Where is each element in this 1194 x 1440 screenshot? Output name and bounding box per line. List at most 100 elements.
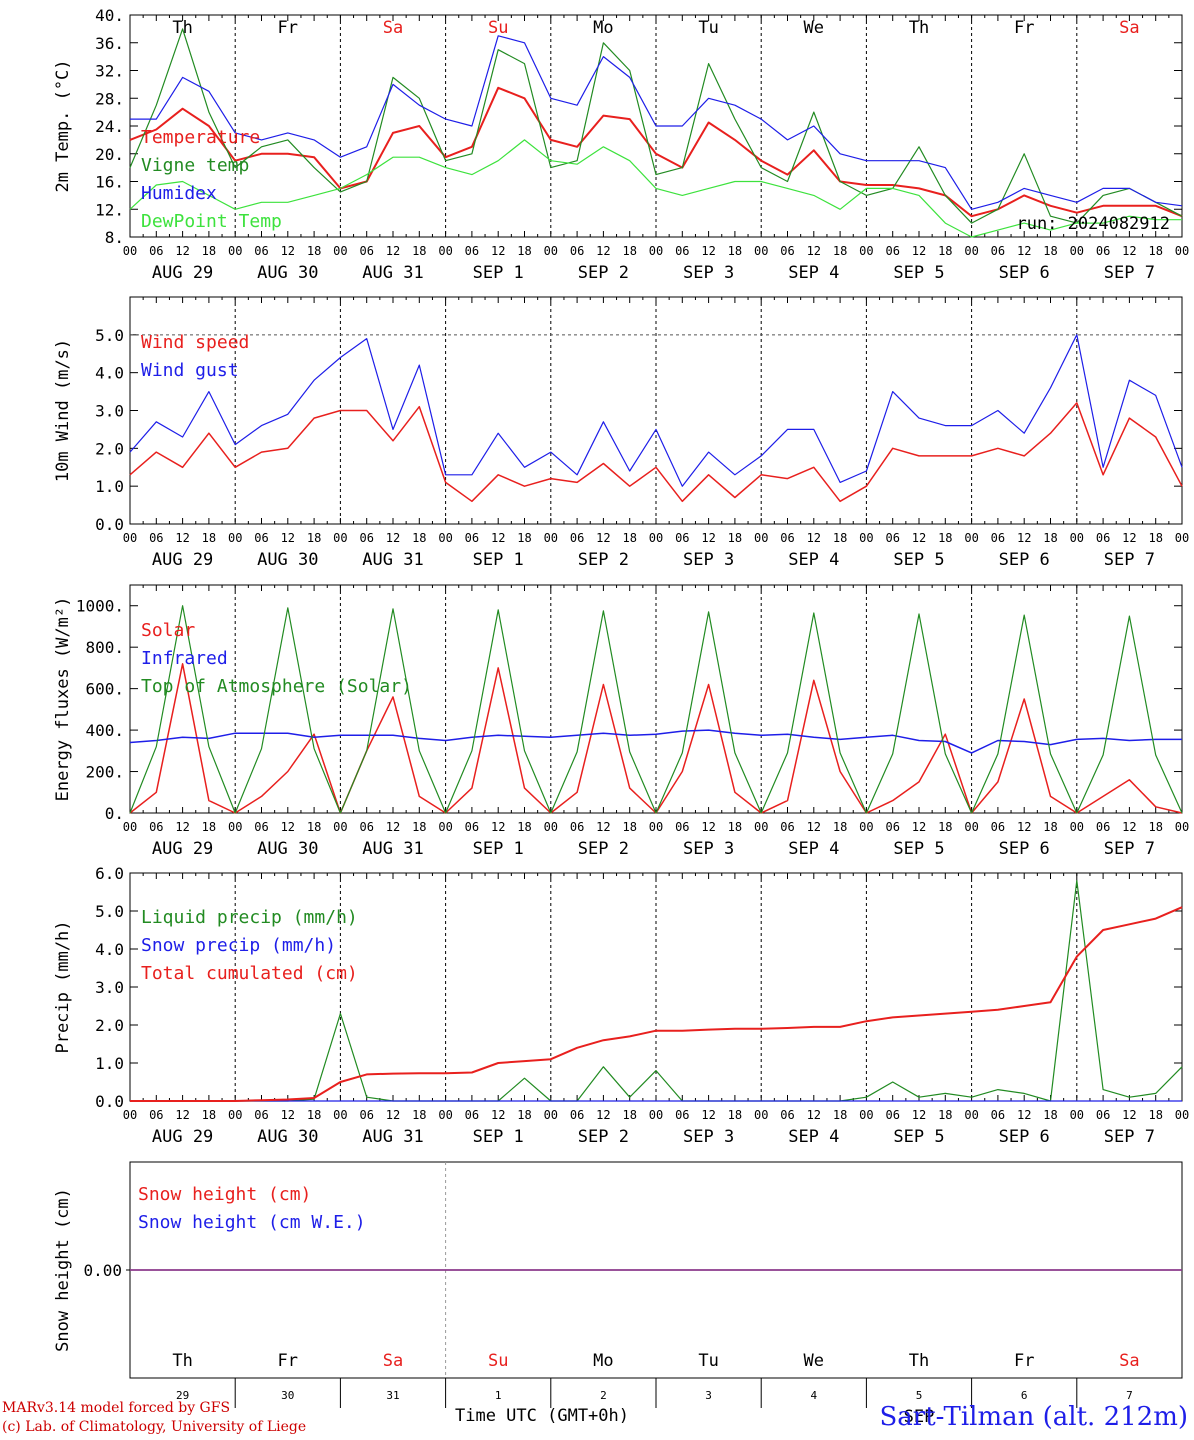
hour-label: 06 [465, 820, 479, 834]
hour-label: 12 [281, 531, 295, 545]
hour-label: 12 [596, 244, 610, 258]
y-tick-label: 0. [105, 804, 124, 823]
hour-label: 18 [1148, 1108, 1162, 1122]
hour-label: 00 [1175, 820, 1189, 834]
hour-label: 12 [701, 1108, 715, 1122]
date-label: SEP 2 [578, 839, 629, 859]
date-label: SEP 7 [1104, 839, 1155, 859]
date-label: AUG 29 [152, 1127, 213, 1147]
date-label: SEP 2 [578, 1127, 629, 1147]
y-tick-label: 36. [95, 34, 124, 53]
day-number: 30 [281, 1389, 294, 1402]
hour-label: 00 [544, 820, 558, 834]
credit-lab: (c) Lab. of Climatology, University of L… [2, 1419, 307, 1435]
hour-label: 06 [675, 244, 689, 258]
hour-label: 12 [175, 244, 189, 258]
day-number: 2 [600, 1389, 607, 1402]
day-name: Mo [593, 1351, 613, 1371]
hour-label: 00 [228, 820, 242, 834]
day-name: Su [488, 18, 508, 38]
y-tick-label: 1.0 [95, 477, 124, 496]
day-name: Sa [1119, 1351, 1139, 1371]
day-name: Mo [593, 18, 613, 38]
hour-label: 18 [202, 820, 216, 834]
y-tick-label: 4.0 [95, 364, 124, 383]
hour-label: 00 [123, 531, 137, 545]
hour-label: 06 [359, 820, 373, 834]
date-label: SEP 3 [683, 550, 734, 570]
y-tick-label: 8. [105, 228, 124, 247]
hour-label: 12 [1122, 820, 1136, 834]
hour-label: 12 [386, 244, 400, 258]
date-label: SEP 6 [999, 263, 1050, 283]
hour-label: 00 [333, 820, 347, 834]
y-tick-label: 0.00 [83, 1261, 122, 1280]
series-line-vigne-temp [129, 28, 1183, 224]
day-name: We [804, 1351, 824, 1371]
date-label: AUG 30 [257, 839, 318, 859]
hour-label: 12 [701, 244, 715, 258]
hour-label: 12 [912, 820, 926, 834]
legend-item: Wind speed [141, 332, 249, 353]
hour-label: 00 [123, 820, 137, 834]
hour-label: 18 [938, 1108, 952, 1122]
y-tick-label: 800. [85, 638, 124, 657]
y-axis-title: Energy fluxes (W/m²) [53, 597, 73, 802]
hour-label: 06 [991, 244, 1005, 258]
credit-model: MARv3.14 model forced by GFS [2, 1400, 231, 1416]
y-tick-label: 3.0 [95, 978, 124, 997]
hour-label: 00 [228, 531, 242, 545]
x-axis-label: Time UTC (GMT+0h) [455, 1406, 629, 1426]
legend-item: Snow height (cm) [138, 1184, 311, 1205]
date-label: AUG 31 [362, 263, 423, 283]
date-label: AUG 29 [152, 839, 213, 859]
date-label: AUG 30 [257, 263, 318, 283]
date-label: SEP 3 [683, 839, 734, 859]
hour-label: 12 [281, 820, 295, 834]
hour-label: 00 [544, 244, 558, 258]
hour-label: 06 [570, 820, 584, 834]
hour-label: 06 [780, 820, 794, 834]
hour-label: 06 [570, 244, 584, 258]
legend-item: Wind gust [141, 360, 239, 381]
day-name: Su [488, 1351, 508, 1371]
hour-label: 18 [307, 531, 321, 545]
y-tick-label: 20. [95, 145, 124, 164]
y-tick-label: 1000. [76, 597, 124, 616]
legend-item: Snow height (cm W.E.) [138, 1212, 366, 1233]
date-label: SEP 5 [893, 550, 944, 570]
day-name: Tu [698, 1351, 718, 1371]
y-axis-title: 2m Temp. (°C) [53, 59, 73, 192]
hour-label: 00 [1175, 531, 1189, 545]
hour-label: 00 [754, 244, 768, 258]
day-number: 5 [916, 1389, 923, 1402]
hour-label: 18 [1148, 820, 1162, 834]
hour-label: 12 [912, 244, 926, 258]
hour-label: 12 [1122, 1108, 1136, 1122]
date-label: SEP 6 [999, 1127, 1050, 1147]
y-tick-label: 24. [95, 117, 124, 136]
hour-label: 00 [1175, 244, 1189, 258]
day-name: Sa [1119, 18, 1139, 38]
hour-label: 18 [938, 244, 952, 258]
date-label: SEP 1 [473, 1127, 524, 1147]
day-name: Tu [698, 18, 718, 38]
hour-label: 18 [728, 820, 742, 834]
hour-label: 06 [1096, 820, 1110, 834]
hour-label: 06 [675, 820, 689, 834]
hour-label: 06 [254, 1108, 268, 1122]
hour-label: 18 [202, 531, 216, 545]
hour-label: 12 [491, 531, 505, 545]
hour-label: 18 [833, 1108, 847, 1122]
date-label: AUG 31 [362, 839, 423, 859]
hour-label: 00 [859, 1108, 873, 1122]
hour-label: 06 [465, 244, 479, 258]
hour-label: 00 [964, 244, 978, 258]
day-number: 29 [176, 1389, 189, 1402]
y-tick-label: 400. [85, 721, 124, 740]
y-tick-label: 5.0 [95, 902, 124, 921]
hour-label: 18 [412, 244, 426, 258]
hour-label: 12 [386, 1108, 400, 1122]
hour-label: 00 [859, 244, 873, 258]
hour-label: 12 [701, 820, 715, 834]
